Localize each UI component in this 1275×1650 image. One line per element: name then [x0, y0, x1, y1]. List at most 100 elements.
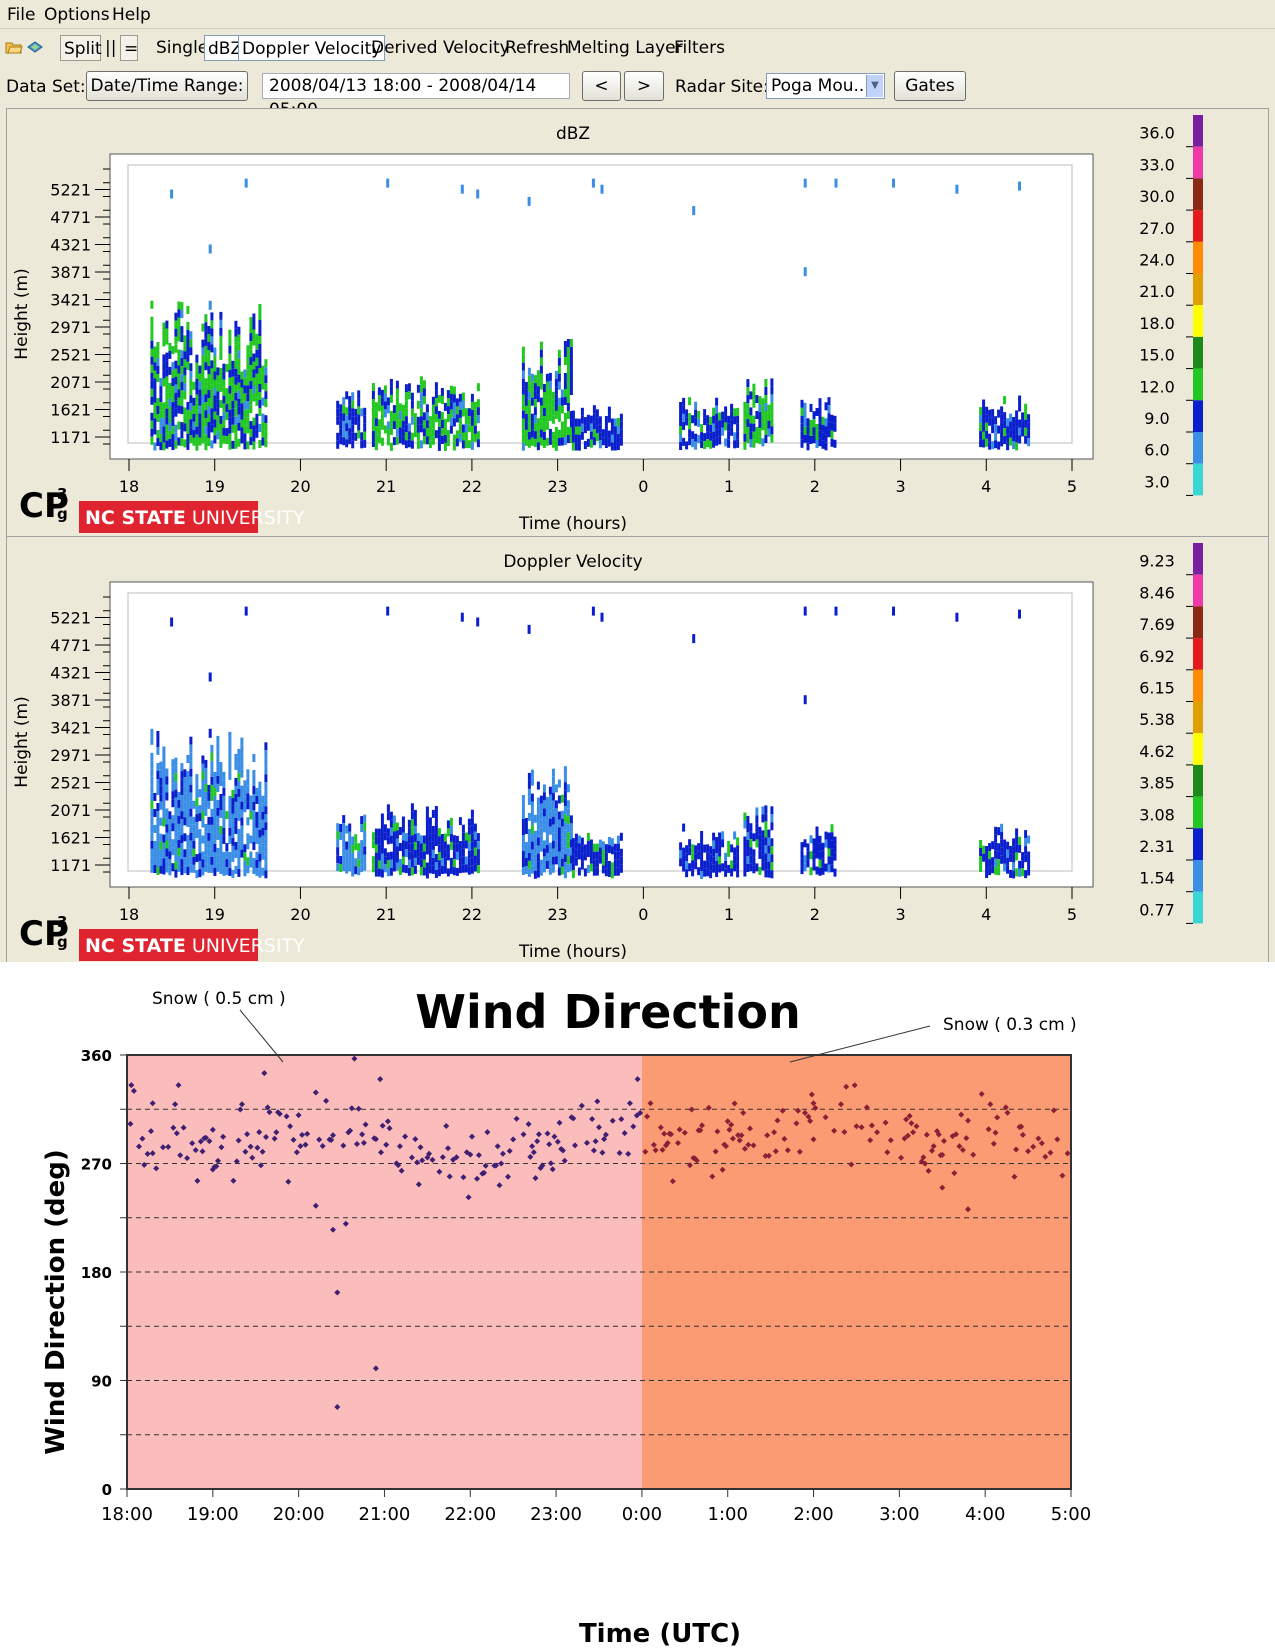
colorbar-segment	[1193, 400, 1203, 432]
derived-velocity-button[interactable]: Derived Velocity	[371, 38, 510, 58]
echo-cell	[198, 365, 202, 374]
echo-cell	[557, 795, 561, 804]
echo-cell	[425, 420, 429, 429]
date-time-range-button[interactable]: Date/Time Range:	[86, 71, 248, 101]
echo-cell	[398, 419, 402, 428]
echo-cell	[231, 845, 235, 854]
echo-cell	[371, 439, 375, 447]
echo-cell	[431, 412, 435, 421]
echo-cell	[752, 833, 756, 842]
wind-point	[699, 1122, 705, 1129]
echo-cell	[201, 403, 205, 412]
echo-cell	[604, 844, 608, 853]
previous-button[interactable]: <	[582, 71, 621, 101]
echo-cell	[201, 339, 205, 348]
echo-cell	[225, 851, 229, 860]
echo-cell	[554, 824, 558, 833]
split-button[interactable]: Split	[60, 35, 102, 61]
echo-cell	[222, 859, 226, 868]
echo-cell	[542, 432, 546, 440]
refresh-button[interactable]: Refresh	[505, 38, 570, 58]
stacked-layout-button[interactable]: =	[120, 35, 138, 61]
echo-cell	[580, 415, 584, 424]
echo-cell	[1003, 420, 1007, 429]
echo-cell	[533, 415, 537, 424]
echo-cell	[560, 858, 564, 867]
y-tick-label: 1621	[50, 829, 91, 848]
echo-cell	[207, 800, 211, 809]
echo-cell	[461, 856, 465, 865]
colorbar-label: 6.0	[1144, 441, 1169, 460]
y-tick-label: 2071	[50, 801, 91, 820]
echo-cell	[452, 402, 456, 411]
x-tick-label: 3	[895, 905, 905, 924]
parallel-layout-button[interactable]: ||	[105, 38, 117, 58]
echo-cell	[201, 859, 205, 868]
menu-options[interactable]: Options	[44, 5, 110, 25]
menu-help[interactable]: Help	[112, 5, 151, 25]
echo-cell	[249, 317, 253, 326]
open-folder-icon[interactable]	[5, 39, 23, 55]
echo-cell	[569, 411, 573, 419]
echo-cell	[988, 867, 992, 876]
echo-cell	[473, 847, 477, 856]
echo-cell	[374, 434, 378, 443]
echo-cell	[527, 431, 531, 440]
echo-cell	[767, 845, 771, 854]
radar-site-select[interactable]: Poga Mou... ▼	[766, 73, 885, 99]
echo-cell	[1012, 846, 1016, 855]
load-icon[interactable]	[26, 39, 44, 55]
x-tick-label: 19	[205, 477, 225, 496]
echo-cell	[162, 322, 166, 331]
echo-cell	[264, 415, 268, 424]
wind-point	[596, 1124, 602, 1131]
echo-cell	[749, 855, 753, 864]
echo-cell	[761, 846, 765, 855]
wind-point	[965, 1206, 971, 1213]
echo-cell	[339, 420, 343, 429]
echo-cell	[398, 843, 402, 851]
echo-cell	[767, 853, 771, 862]
echo-cell	[443, 857, 447, 866]
echo-cell	[536, 805, 540, 814]
echo-cell	[589, 839, 593, 848]
echo-cell	[530, 769, 534, 778]
echo-cell	[709, 424, 713, 433]
date-time-range-field[interactable]: 2008/04/13 18:00 - 2008/04/14 05:00	[262, 73, 570, 120]
echo-cell	[566, 411, 570, 419]
chevron-down-icon[interactable]: ▼	[866, 75, 883, 97]
doppler-velocity-button[interactable]: Doppler Velocity	[238, 35, 386, 61]
melting-layer-button[interactable]: Melting Layer	[567, 38, 683, 58]
wind-point	[312, 1202, 319, 1209]
echo-cell	[180, 422, 184, 431]
echo-cell	[746, 848, 750, 856]
echo-cell	[171, 767, 175, 776]
echo-point	[460, 184, 464, 194]
menu-file[interactable]: File	[7, 5, 36, 25]
echo-cell	[374, 418, 378, 427]
echo-cell	[150, 436, 154, 445]
next-button[interactable]: >	[624, 71, 664, 101]
echo-cluster	[743, 378, 774, 450]
wind-point	[197, 1138, 204, 1145]
echo-cell	[198, 373, 202, 382]
colorbar-segment	[1193, 860, 1203, 892]
echo-cell	[1018, 435, 1022, 444]
echo-cell	[171, 418, 175, 427]
echo-cell	[743, 820, 747, 829]
gates-button[interactable]: Gates	[894, 71, 966, 101]
echo-cell	[682, 413, 686, 422]
echo-cell	[180, 763, 184, 772]
echo-cell	[404, 400, 408, 409]
single-button[interactable]: Single	[156, 38, 209, 58]
echo-cell	[563, 421, 567, 429]
echo-cell	[824, 839, 828, 848]
filters-button[interactable]: Filters	[674, 38, 725, 58]
echo-cell	[395, 404, 399, 413]
echo-cell	[162, 362, 166, 371]
colorbar-segment	[1193, 305, 1203, 337]
echo-cell	[213, 363, 217, 372]
echo-cell	[1003, 863, 1007, 872]
echo-cell	[688, 421, 692, 430]
echo-cell	[548, 404, 552, 413]
